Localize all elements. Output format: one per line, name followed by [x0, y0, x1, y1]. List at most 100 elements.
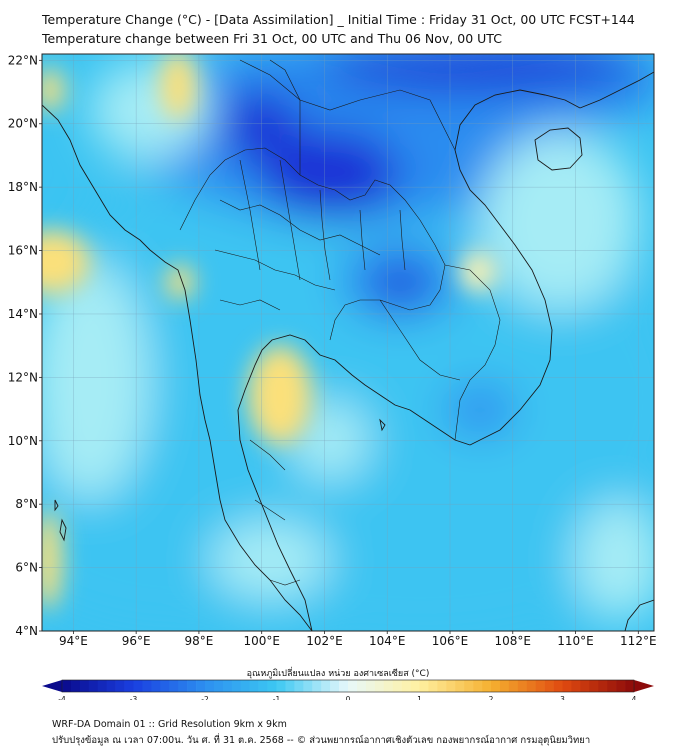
colorbar-cell [160, 680, 170, 692]
colorbar-cell [348, 680, 358, 692]
colorbar-cell [231, 680, 242, 692]
colorbar-cell [258, 680, 268, 692]
temperature-change-map: 22°N 20°N 18°N 16°N 14°N 12°N 10°N 8°N 6°N 4°N 94… [8, 53, 657, 700]
colorbar-cell [62, 680, 72, 692]
lat-label: 6°N [15, 561, 38, 575]
colorbar-cell [544, 680, 554, 692]
colorbar-tick-label: -2 [201, 695, 209, 700]
colorbar-cell [276, 680, 286, 692]
colorbar-cell [79, 680, 90, 692]
colorbar-cell [97, 680, 107, 692]
colorbar-cell [491, 680, 501, 692]
footer-model-info: WRF-DA Domain 01 :: Grid Resolution 9km … [52, 719, 287, 730]
lat-label: 12°N [8, 370, 38, 384]
colorbar-cell [616, 680, 626, 692]
colorbar-cell [562, 680, 572, 692]
colorbar-cell [321, 680, 331, 692]
colorbar-tick-label: 1 [417, 695, 422, 700]
colorbar-cell [392, 680, 402, 692]
colorbar-cell [303, 680, 313, 692]
lat-label: 20°N [8, 117, 38, 131]
colorbar-cell [356, 680, 367, 692]
coastlines [42, 71, 654, 631]
colorbar-tick-label: 3 [560, 695, 565, 700]
colorbar-tick-label: 4 [632, 695, 637, 700]
colorbar-cell [365, 680, 376, 692]
colorbar-cell [482, 680, 492, 692]
lon-label: 102°E [306, 634, 343, 648]
colorbar-cell [553, 680, 563, 692]
map-title: Temperature Change (°C) - [Data Assimila… [42, 12, 635, 27]
colorbar-cell [285, 680, 295, 692]
colorbar-cell [267, 680, 277, 692]
colorbar-cell [607, 680, 617, 692]
colorbar-cell [106, 680, 116, 692]
lat-label: 22°N [8, 53, 38, 67]
colorbar-tick-label: 0 [346, 695, 351, 700]
colorbar-tick-label: -1 [273, 695, 281, 700]
colorbar-cell [88, 680, 99, 692]
colorbar-cell [374, 680, 385, 692]
lat-label: 10°N [8, 434, 38, 448]
colorbar-cell [115, 680, 125, 692]
colorbar: -4 -3 -2 -1 0 1 2 3 4 [42, 679, 654, 700]
colorbar-cell [580, 680, 590, 692]
colorbar-cell [419, 680, 429, 692]
colorbar-cell [187, 680, 197, 692]
colorbar-cell [330, 680, 340, 692]
colorbar-cell [169, 680, 179, 692]
colorbar-cell [401, 680, 411, 692]
colorbar-label: อุณหภูมิเปลี่ยนแปลง หน่วย องศาเซลเซียส (… [246, 669, 430, 679]
lon-label: 104°E [369, 634, 406, 648]
colorbar-cell [240, 680, 250, 692]
colorbar-cell [222, 680, 233, 692]
colorbar-cell [294, 680, 304, 692]
footer-credit: ปรับปรุงข้อมูล ณ เวลา 07:00น. วัน ศ. ที่… [52, 735, 591, 746]
colorbar-cell [151, 680, 161, 692]
longitude-labels: 94°E 96°E 98°E 100°E 102°E 104°E 106°E 108°E 110… [59, 631, 657, 648]
lon-label: 98°E [184, 634, 213, 648]
colorbar-tick-label: -4 [58, 695, 66, 700]
colorbar-tick-label: -3 [130, 695, 138, 700]
colorbar-cell [178, 680, 188, 692]
lat-label: 4°N [15, 624, 38, 638]
map-subtitle: Temperature change between Fri 31 Oct, 0… [42, 31, 502, 46]
lon-label: 112°E [620, 634, 657, 648]
colorbar-cell [535, 680, 545, 692]
colorbar-cell [526, 680, 536, 692]
colorbar-cell [589, 680, 599, 692]
colorbar-cell [464, 680, 474, 692]
colorbar-cell [508, 680, 519, 692]
colorbar-cell [437, 680, 447, 692]
colorbar-cell [213, 680, 224, 692]
colorbar-cell [598, 680, 608, 692]
lat-label: 14°N [8, 307, 38, 321]
colorbar-cell [205, 680, 215, 692]
colorbar-cell [196, 680, 206, 692]
lon-label: 96°E [122, 634, 151, 648]
lat-label: 8°N [15, 497, 38, 511]
temperature-field [42, 54, 654, 631]
lon-label: 100°E [243, 634, 280, 648]
colorbar-cell [473, 680, 483, 692]
colorbar-cell [124, 680, 134, 692]
colorbar-cell [499, 680, 510, 692]
colorbar-cell [339, 680, 349, 692]
colorbar-cell [571, 680, 581, 692]
colorbar-cell [455, 680, 465, 692]
colorbar-cell [383, 680, 393, 692]
lat-label: 16°N [8, 244, 38, 258]
colorbar-cell [312, 680, 322, 692]
lon-label: 108°E [495, 634, 532, 648]
colorbar-tick-label: 2 [489, 695, 494, 700]
lon-label: 106°E [432, 634, 469, 648]
colorbar-cell [517, 680, 528, 692]
colorbar-cell [249, 680, 259, 692]
country-borders [179, 59, 501, 586]
colorbar-cell [625, 680, 635, 692]
map-frame [41, 53, 655, 632]
colorbar-cell [133, 680, 143, 692]
latitude-labels: 22°N 20°N 18°N 16°N 14°N 12°N 10°N 8°N 6°N 4°N [8, 53, 42, 638]
colorbar-cell [142, 680, 152, 692]
lat-label: 18°N [8, 180, 38, 194]
